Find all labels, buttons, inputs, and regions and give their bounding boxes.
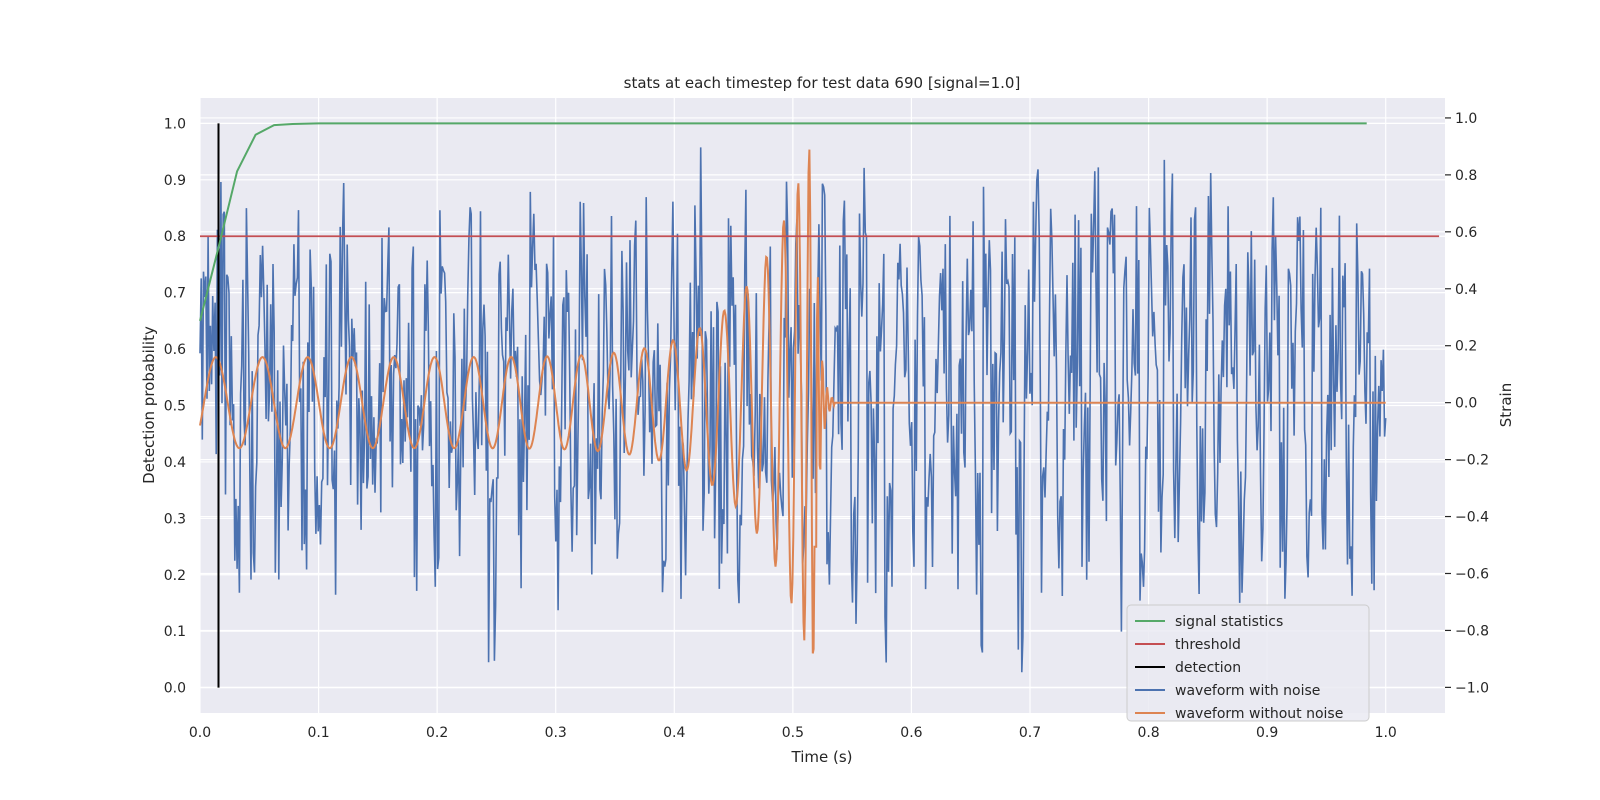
x-tick-label: 1.0 [1375, 725, 1397, 741]
y2-tick-label: −0.6 [1455, 566, 1489, 582]
legend-label: waveform with noise [1175, 683, 1320, 699]
x-tick-label: 0.3 [545, 725, 567, 741]
series-signal-statistics [199, 122, 1367, 322]
y-tick-label: 0.1 [164, 624, 186, 640]
x-axis-label: Time (s) [791, 748, 853, 766]
x-tick-label: 0.6 [900, 725, 922, 741]
legend-label: detection [1175, 660, 1241, 676]
y2-tick-label: −0.4 [1455, 510, 1489, 526]
x-tick-label: 0.4 [663, 725, 685, 741]
x-tick-label: 0.0 [189, 725, 211, 741]
legend-label: threshold [1175, 637, 1241, 653]
legend-label: signal statistics [1175, 614, 1283, 630]
y-tick-label: 0.2 [164, 568, 186, 584]
y-tick-label: 1.0 [164, 116, 186, 132]
y-tick-label: 0.8 [164, 229, 186, 245]
series-waveform-without-noise [199, 149, 1386, 654]
y-tick-label: 0.3 [164, 511, 186, 527]
x-tick-label: 0.9 [1256, 725, 1278, 741]
y-tick-label: 0.9 [164, 173, 186, 189]
x-tick-label: 0.7 [1019, 725, 1041, 741]
y-tick-label: 0.6 [164, 342, 186, 358]
y2-tick-label: 0.8 [1455, 168, 1477, 184]
legend-box [1126, 604, 1370, 722]
y2-axis-label: Strain [1497, 383, 1515, 427]
y-axis-label: Detection probability [140, 326, 158, 484]
y2-tick-label: 0.2 [1455, 339, 1477, 355]
series-layer [199, 122, 1440, 688]
x-tick-label: 0.5 [782, 725, 804, 741]
y2-tick-label: 0.4 [1455, 282, 1477, 298]
x-tick-label: 0.1 [307, 725, 329, 741]
y2-tick-label: −0.2 [1455, 453, 1489, 469]
y-tick-label: 0.0 [164, 681, 186, 697]
y2-tick-label: −1.0 [1455, 680, 1489, 696]
y2-tick-label: 1.0 [1455, 111, 1477, 127]
y2-tick-label: 0.6 [1455, 225, 1477, 241]
chart-title: stats at each timestep for test data 690… [624, 74, 1021, 92]
ticks: 0.0 0.1 0.2 0.3 0.4 0.5 0.6 0.7 0.8 0.9 1.0 0.0 0.1 0… [164, 111, 1489, 741]
legend: signal statistics threshold detection wavef… [1126, 604, 1370, 722]
y-tick-label: 0.7 [164, 286, 186, 302]
y-tick-label: 0.4 [164, 455, 186, 471]
y-tick-label: 0.5 [164, 399, 186, 415]
x-tick-label: 0.8 [1137, 725, 1159, 741]
y2-tick-label: −0.8 [1455, 623, 1489, 639]
series-waveform-with-noise [199, 147, 1387, 673]
x-tick-label: 0.2 [426, 725, 448, 741]
y2-tick-label: 0.0 [1455, 396, 1477, 412]
legend-label: waveform without noise [1175, 706, 1343, 722]
